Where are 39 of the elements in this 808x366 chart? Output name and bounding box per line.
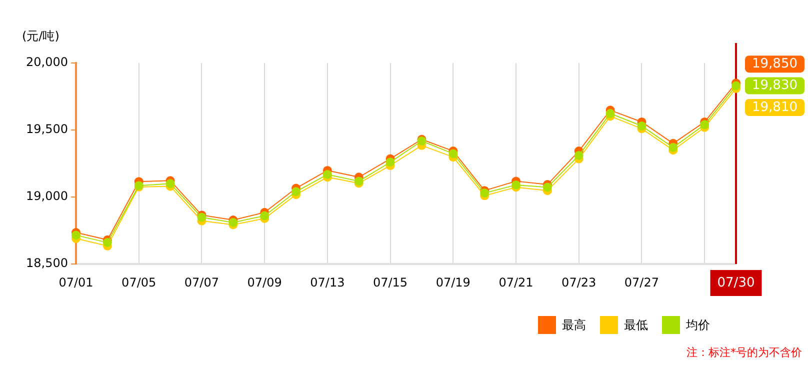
x-tick-label: 07/30 bbox=[717, 275, 755, 290]
point bbox=[386, 158, 395, 167]
y-tick-label: 18,500 bbox=[26, 256, 68, 270]
x-tick-label: 07/23 bbox=[562, 275, 596, 290]
point bbox=[732, 81, 740, 90]
point bbox=[448, 149, 458, 158]
point bbox=[322, 170, 332, 179]
x-tick-label: 07/01 bbox=[58, 275, 94, 290]
x-tick-label: 07/05 bbox=[122, 275, 156, 290]
data-label: 19,850 bbox=[752, 56, 798, 72]
x-tick-label: 07/21 bbox=[498, 275, 534, 290]
legend-label: 最高 bbox=[562, 316, 586, 334]
point bbox=[260, 211, 270, 220]
y-tick-label: 20,000 bbox=[26, 55, 68, 70]
x-tick-label: 07/13 bbox=[310, 275, 345, 290]
point bbox=[700, 120, 710, 130]
y-axis-title: (元/吨) bbox=[22, 28, 60, 45]
point bbox=[542, 182, 552, 192]
legend-label: 均价 bbox=[686, 316, 710, 334]
point bbox=[166, 179, 175, 188]
point bbox=[102, 238, 112, 248]
y-tick-label: 19,500 bbox=[26, 122, 68, 136]
point bbox=[292, 187, 300, 196]
x-tick-label: 07/07 bbox=[184, 275, 220, 290]
data-label: 19,830 bbox=[752, 78, 798, 94]
point bbox=[606, 109, 615, 118]
point bbox=[574, 150, 584, 160]
x-tick-label: 07/15 bbox=[372, 275, 408, 290]
point bbox=[668, 142, 678, 152]
y-tick-label: 19,000 bbox=[26, 189, 68, 204]
point bbox=[512, 180, 520, 190]
data-label: 19,810 bbox=[752, 100, 798, 115]
point bbox=[637, 121, 646, 130]
text: 注：标注*号的为不含价 bbox=[686, 345, 802, 360]
x-tick-label: 07/09 bbox=[247, 275, 282, 290]
point bbox=[72, 230, 80, 240]
x-tick-label: 07/19 bbox=[436, 275, 470, 290]
x-tick-label: 07/27 bbox=[624, 275, 660, 290]
legend-label: 最低 bbox=[624, 316, 648, 334]
